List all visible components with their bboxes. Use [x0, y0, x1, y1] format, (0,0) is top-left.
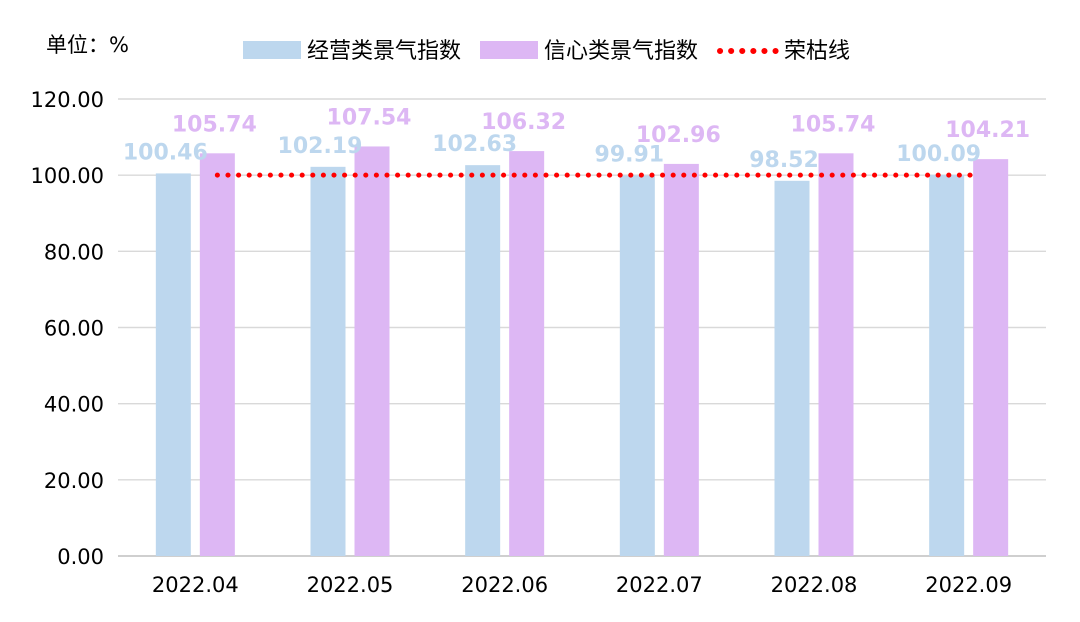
- data-label-operating: 100.46: [123, 140, 208, 165]
- y-axis-ticks: 0.00 20.00 40.00 60.00 80.00 100.00 120.00: [31, 88, 104, 569]
- gridlines: [118, 98, 1046, 557]
- bar-operating: [465, 165, 501, 556]
- bars: [155, 146, 1009, 557]
- data-label-confidence: 106.32: [481, 110, 566, 135]
- x-tick-label: 2022.09: [925, 573, 1012, 597]
- y-tick-label: 120.00: [31, 88, 104, 112]
- data-label-confidence: 104.21: [945, 118, 1030, 143]
- bar-confidence: [509, 151, 545, 556]
- bar-operating: [619, 175, 655, 557]
- x-tick-label: 2022.04: [152, 573, 239, 597]
- legend-label-confidence: 信心类景气指数: [544, 39, 698, 64]
- unit-label: 单位：%: [46, 33, 129, 57]
- y-tick-label: 0.00: [57, 545, 104, 569]
- y-tick-label: 80.00: [44, 240, 104, 264]
- data-label-confidence: 105.74: [172, 112, 257, 137]
- bar-operating: [929, 174, 965, 556]
- legend-label-operating: 经营类景气指数: [307, 39, 461, 64]
- bar-operating: [155, 173, 191, 556]
- legend-label-reference: 荣枯线: [784, 39, 850, 64]
- bar-confidence: [973, 159, 1009, 556]
- bar-operating: [310, 166, 346, 556]
- legend-swatch-operating: [243, 41, 301, 59]
- x-tick-label: 2022.06: [461, 573, 548, 597]
- data-label-confidence: 102.96: [636, 123, 721, 148]
- x-tick-label: 2022.05: [307, 573, 394, 597]
- data-label-operating: 99.91: [595, 143, 665, 168]
- legend: 经营类景气指数 信心类景气指数 荣枯线: [243, 39, 850, 64]
- bar-operating: [774, 180, 810, 557]
- y-tick-label: 100.00: [31, 164, 104, 188]
- data-label-operating: 98.52: [749, 148, 819, 173]
- bar-confidence: [663, 163, 699, 557]
- data-label-operating: 102.19: [278, 134, 363, 159]
- x-tick-label: 2022.07: [616, 573, 703, 597]
- data-label-confidence: 105.74: [791, 112, 876, 137]
- bar-confidence: [199, 153, 235, 557]
- x-axis-ticks: 2022.04 2022.05 2022.06 2022.07 2022.08 2022.…: [152, 573, 1012, 597]
- x-tick-label: 2022.08: [771, 573, 858, 597]
- data-label-confidence: 107.54: [327, 105, 412, 130]
- y-tick-label: 60.00: [44, 317, 104, 341]
- y-tick-label: 20.00: [44, 469, 104, 493]
- legend-swatch-confidence: [480, 41, 538, 59]
- data-label-operating: 102.63: [432, 132, 517, 157]
- y-tick-label: 40.00: [44, 393, 104, 417]
- bar-confidence: [354, 146, 390, 556]
- data-label-operating: 100.09: [896, 142, 981, 167]
- bar-confidence: [818, 153, 854, 557]
